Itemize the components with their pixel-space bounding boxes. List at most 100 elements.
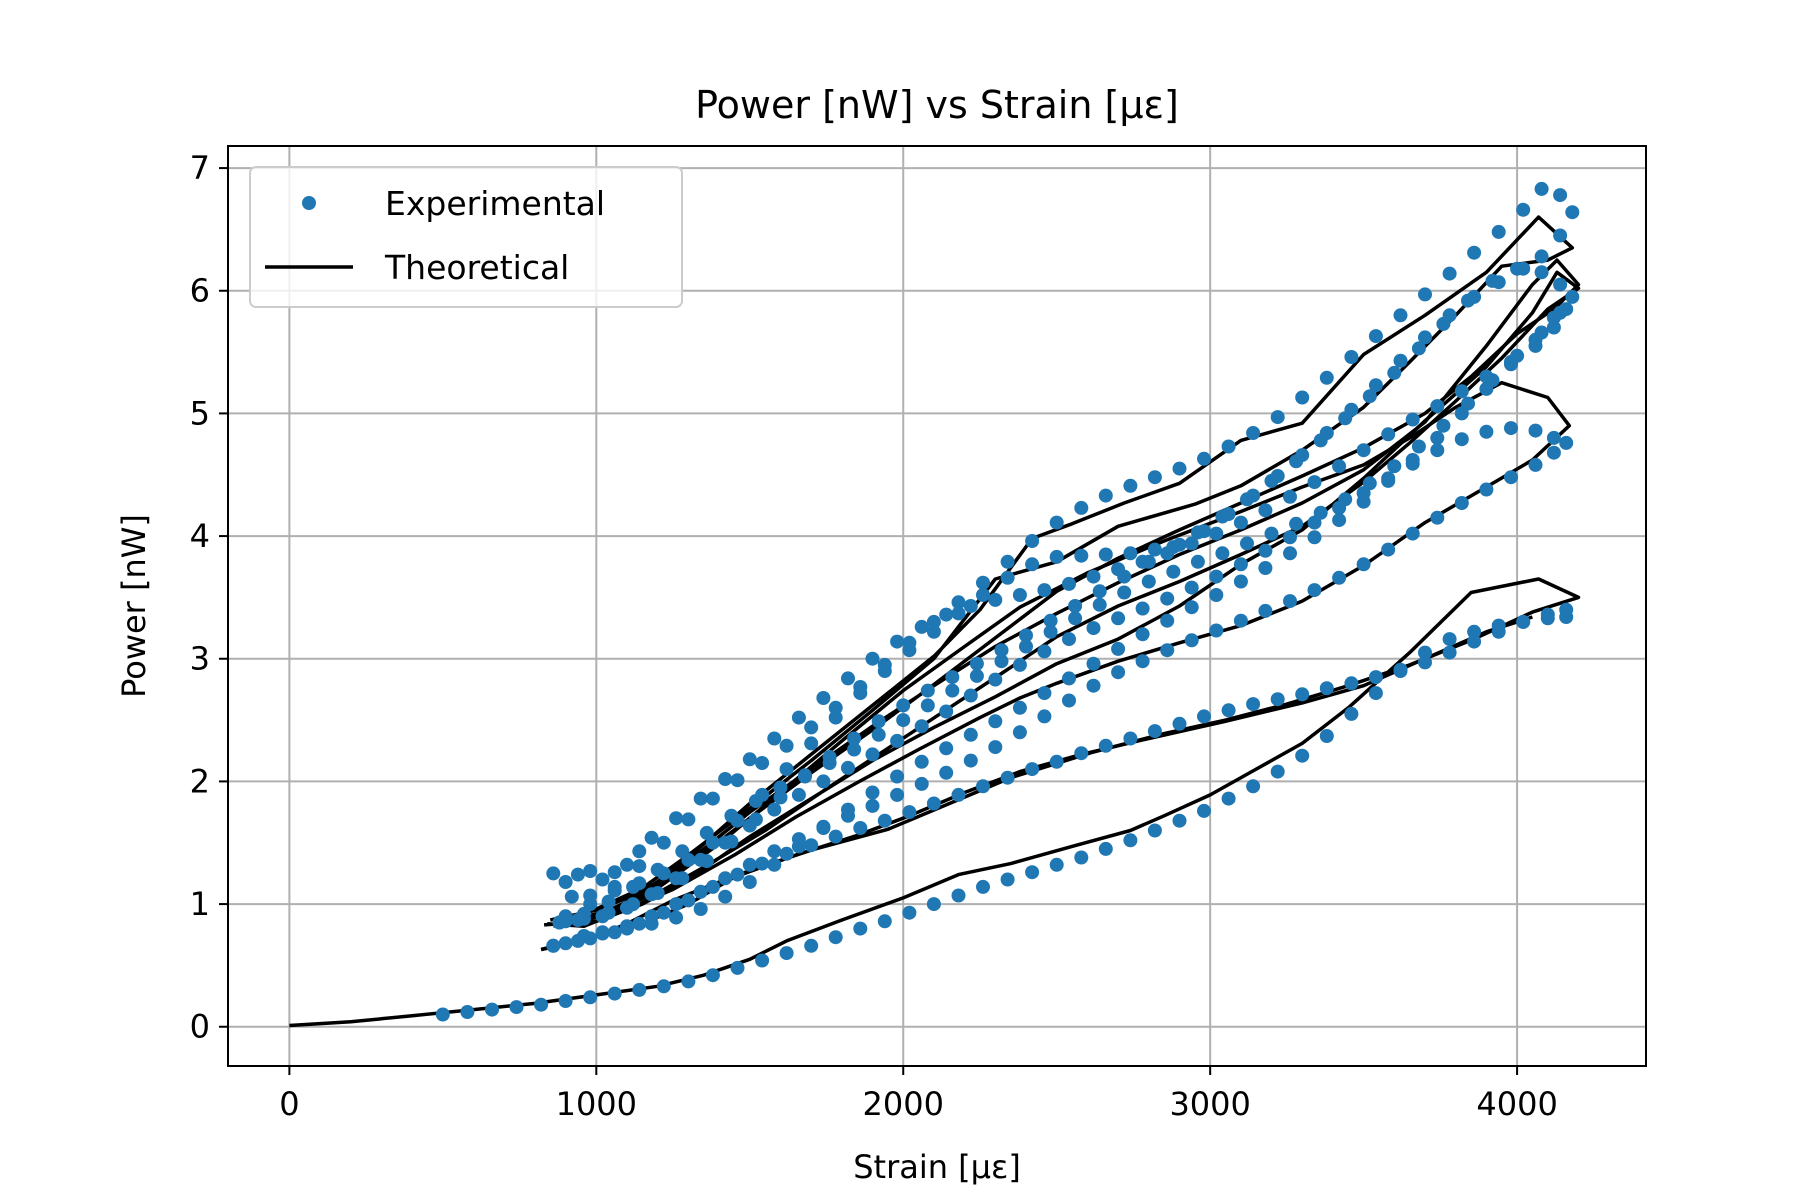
- experimental-point: [1172, 813, 1187, 828]
- experimental-point: [1295, 448, 1310, 463]
- experimental-point: [1559, 602, 1574, 617]
- axes-frame: [227, 145, 1647, 1067]
- experimental-point: [1221, 703, 1236, 718]
- x-tick-label: 2000: [863, 1085, 944, 1123]
- experimental-point: [718, 772, 733, 786]
- experimental-point: [546, 938, 561, 953]
- experimental-point: [570, 867, 585, 882]
- experimental-point: [890, 787, 905, 802]
- experimental-point: [853, 686, 868, 701]
- experimental-point: [1233, 515, 1248, 530]
- experimental-point: [650, 886, 665, 900]
- experimental-point: [841, 760, 855, 775]
- experimental-point: [1012, 588, 1027, 602]
- experimental-point: [675, 871, 690, 886]
- experimental-point: [926, 624, 941, 639]
- experimental-point: [1025, 534, 1040, 548]
- experimental-point: [841, 671, 855, 686]
- experimental-point: [1172, 537, 1187, 552]
- experimental-point: [988, 592, 1003, 607]
- experimental-point: [742, 875, 757, 889]
- experimental-point: [681, 812, 696, 827]
- experimental-point: [816, 774, 831, 789]
- experimental-point: [1454, 406, 1469, 421]
- experimental-point: [607, 865, 622, 880]
- experimental-point: [1012, 700, 1027, 715]
- experimental-point: [914, 776, 929, 791]
- experimental-point: [828, 710, 843, 725]
- experimental-point: [1246, 779, 1261, 794]
- experimental-point: [656, 835, 671, 850]
- experimental-point: [1209, 526, 1224, 541]
- experimental-point: [1381, 542, 1396, 557]
- experimental-point: [1111, 641, 1126, 656]
- experimental-point: [951, 606, 966, 621]
- experimental-point: [865, 747, 880, 762]
- experimental-point: [1037, 583, 1052, 598]
- experimental-point: [748, 812, 763, 827]
- experimental-point: [1043, 613, 1058, 628]
- experimental-point: [1381, 427, 1396, 442]
- y-tick-label: 7: [190, 149, 210, 187]
- experimental-point: [1479, 381, 1494, 396]
- experimental-point: [1166, 564, 1181, 579]
- experimental-point: [1062, 693, 1076, 708]
- experimental-point: [822, 749, 837, 764]
- x-tick-label: 0: [279, 1085, 299, 1123]
- experimental-point: [1147, 470, 1162, 485]
- experimental-point: [1068, 599, 1083, 613]
- experimental-point: [871, 714, 886, 729]
- experimental-point: [1491, 224, 1506, 239]
- experimental-point: [558, 909, 573, 924]
- experimental-point: [1516, 614, 1531, 629]
- experimental-point: [1270, 764, 1285, 779]
- experimental-point: [914, 719, 929, 734]
- experimental-point: [1516, 261, 1531, 276]
- experimental-point: [718, 871, 733, 886]
- experimental-point: [1436, 418, 1451, 433]
- experimental-point: [779, 946, 794, 961]
- experimental-point: [1019, 639, 1033, 654]
- experimental-point: [1411, 439, 1426, 454]
- experimental-point: [564, 889, 579, 904]
- experimental-point: [1295, 687, 1310, 702]
- experimental-point: [1184, 580, 1199, 595]
- experimental-point: [699, 854, 714, 869]
- experimental-point: [1418, 287, 1432, 302]
- experimental-point: [755, 787, 770, 802]
- experimental-point: [1135, 554, 1150, 569]
- experimental-point: [1000, 554, 1015, 569]
- experimental-point: [1362, 476, 1377, 491]
- experimental-point: [988, 672, 1003, 687]
- experimental-point: [1307, 583, 1322, 598]
- experimental-point: [939, 765, 954, 780]
- experimental-point: [1356, 494, 1371, 509]
- experimental-point: [1209, 588, 1224, 602]
- experimental-point: [1246, 426, 1261, 440]
- legend: Experimental Theoretical: [249, 166, 683, 308]
- experimental-point: [1092, 584, 1107, 599]
- experimental-point: [1479, 424, 1494, 439]
- experimental-point: [1418, 655, 1432, 670]
- experimental-point: [969, 656, 984, 671]
- experimental-point: [1381, 473, 1396, 488]
- experimental-point: [877, 914, 892, 929]
- experimental-point: [755, 856, 770, 871]
- experimental-point: [1540, 607, 1555, 622]
- experimental-point: [644, 830, 659, 845]
- experimental-point: [632, 916, 647, 931]
- experimental-point: [779, 762, 794, 777]
- experimental-point: [877, 664, 892, 678]
- experimental-point: [804, 720, 819, 735]
- experimental-point: [1111, 665, 1126, 680]
- experimental-point: [816, 821, 831, 835]
- experimental-point: [1559, 302, 1574, 317]
- experimental-point: [767, 857, 782, 872]
- experimental-point: [724, 834, 739, 849]
- experimental-point: [620, 921, 634, 936]
- experimental-point: [1117, 585, 1132, 600]
- experimental-point: [1197, 451, 1211, 466]
- experimental-point: [485, 1002, 499, 1017]
